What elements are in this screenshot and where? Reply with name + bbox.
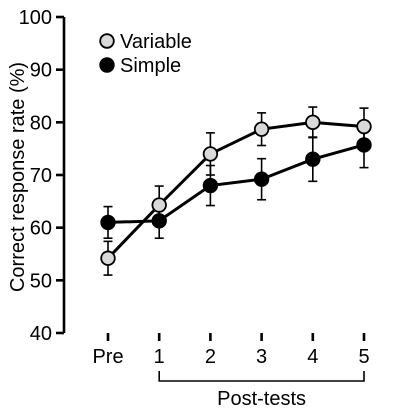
y-tick-label: 80	[30, 112, 52, 134]
y-axis-title: Correct response rate (%)	[7, 62, 29, 292]
bracket-line	[158, 371, 365, 382]
series-lines	[106, 120, 365, 260]
series-line-simple	[107, 143, 365, 224]
legend-label-variable: Variable	[120, 31, 192, 53]
data-point-simple	[151, 213, 167, 229]
x-tick-label: 4	[307, 346, 318, 368]
y-axis: 40 50 60 70 80 90 100	[19, 7, 66, 345]
y-tick-label: 50	[30, 270, 52, 292]
series-line-variable	[106, 120, 365, 260]
post-tests-bracket	[158, 371, 365, 382]
error-bars	[103, 106, 369, 276]
y-tick-label: 70	[30, 165, 52, 187]
data-point-variable	[151, 197, 167, 213]
data-point-simple	[305, 151, 321, 167]
x-tick-label: 3	[256, 346, 267, 368]
x-tick-label: 2	[205, 346, 216, 368]
markers	[100, 114, 372, 266]
legend-marker-variable	[99, 33, 115, 49]
x-tick-label: Pre	[92, 346, 123, 368]
data-point-variable	[356, 118, 372, 135]
y-tick-label: 40	[30, 323, 52, 345]
legend-item-simple: Simple	[99, 55, 181, 77]
x-axis: Pre 1 2 3 4 5	[92, 333, 370, 368]
data-point-variable	[202, 146, 219, 162]
data-point-simple	[253, 171, 270, 187]
y-tick-label: 60	[30, 218, 52, 240]
x-axis-title: Post-tests	[217, 388, 306, 410]
legend-label-simple: Simple	[120, 55, 181, 77]
data-point-variable	[305, 114, 321, 131]
data-point-variable	[253, 121, 270, 137]
data-point-variable	[100, 250, 116, 266]
y-tick-label: 90	[30, 60, 52, 82]
legend-item-variable: Variable	[99, 31, 192, 53]
x-tick-label: 1	[154, 346, 165, 368]
data-point-simple	[356, 137, 372, 153]
series-layer	[100, 106, 372, 276]
x-tick-label: 5	[358, 346, 369, 368]
y-tick-label: 100	[19, 7, 52, 29]
legend-marker-simple	[99, 57, 115, 73]
data-point-simple	[100, 214, 116, 231]
data-point-simple	[202, 177, 219, 194]
